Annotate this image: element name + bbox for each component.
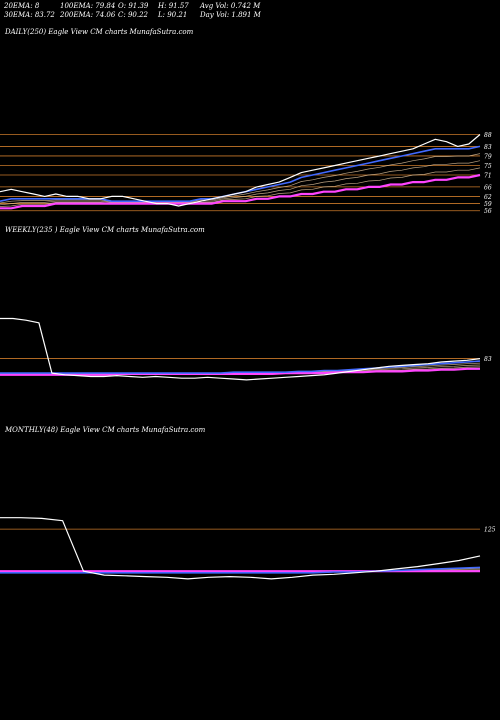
daily-level-label: 56 — [484, 208, 492, 215]
day-vol-label: Day Vol: 1.891 M — [200, 11, 261, 19]
daily-level-label: 83 — [484, 144, 492, 151]
daily-ema-magenta-line — [0, 173, 481, 210]
monthly-panel-title: MONTHLY(48) Eagle View CM charts MunafaS… — [5, 426, 206, 434]
monthly-level-label: 125 — [484, 527, 496, 534]
ema30-label: 30EMA: 83.72 — [4, 11, 55, 19]
weekly-price-line — [0, 317, 481, 381]
daily-level-label: 75 — [484, 163, 492, 170]
ema100-label: 100EMA: 79.84 — [60, 2, 116, 10]
daily-ema-band-1 — [0, 160, 481, 206]
monthly-ema-blue-line — [0, 566, 481, 574]
weekly-level-label: 83 — [484, 356, 492, 363]
ema200-label: 200EMA: 74.06 — [60, 11, 116, 19]
weekly-ema-magenta-line — [0, 367, 480, 376]
daily-level-label: 79 — [484, 153, 492, 160]
weekly-ema-blue-line — [0, 360, 481, 374]
daily-level-label: 62 — [484, 194, 492, 201]
high-label: H: 91.57 — [158, 2, 189, 10]
avg-vol-label: Avg Vol: 0.742 M — [200, 2, 261, 10]
daily-level-label: 71 — [484, 173, 492, 180]
daily-ema-band-2 — [0, 167, 481, 207]
monthly-price-line — [0, 517, 481, 580]
daily-ema-band-0 — [0, 153, 481, 204]
close-label: C: 90.22 — [118, 11, 148, 19]
daily-panel-title: DAILY(250) Eagle View CM charts MunafaSu… — [5, 28, 194, 36]
ema20-label: 20EMA: 8 — [4, 2, 40, 10]
daily-level-label: 66 — [484, 184, 492, 191]
daily-level-label: 59 — [484, 201, 492, 208]
weekly-panel-title: WEEKLY(235 ) Eagle View CM charts Munafa… — [5, 226, 205, 234]
low-label: L: 90.21 — [158, 11, 188, 19]
daily-price-line — [0, 134, 481, 207]
daily-level-label: 88 — [484, 132, 492, 139]
open-label: O: 91.39 — [118, 2, 149, 10]
